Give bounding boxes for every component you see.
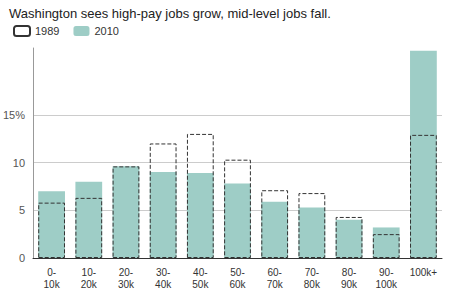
svg-text:20k: 20k — [81, 279, 98, 290]
svg-text:40-: 40- — [193, 267, 207, 278]
svg-text:90k: 90k — [341, 279, 358, 290]
svg-text:70-: 70- — [305, 267, 319, 278]
svg-text:100k+: 100k+ — [410, 267, 438, 278]
svg-text:0: 0 — [19, 252, 25, 264]
svg-text:40k: 40k — [155, 279, 172, 290]
svg-text:20-: 20- — [119, 267, 133, 278]
svg-text:80-: 80- — [342, 267, 356, 278]
svg-text:Washington sees high-pay jobs: Washington sees high-pay jobs grow, mid-… — [9, 6, 331, 21]
svg-text:80k: 80k — [304, 279, 321, 290]
svg-text:100k: 100k — [375, 279, 398, 290]
svg-text:1989: 1989 — [35, 25, 59, 37]
svg-text:10k: 10k — [44, 279, 61, 290]
svg-text:90-: 90- — [379, 267, 393, 278]
svg-text:2010: 2010 — [94, 25, 118, 37]
svg-text:10: 10 — [13, 157, 25, 169]
svg-text:30-: 30- — [156, 267, 170, 278]
svg-text:15%: 15% — [3, 109, 25, 121]
svg-text:50-: 50- — [230, 267, 244, 278]
svg-text:30k: 30k — [118, 279, 135, 290]
svg-text:5: 5 — [19, 204, 25, 216]
svg-text:70k: 70k — [267, 279, 284, 290]
svg-text:60k: 60k — [229, 279, 246, 290]
svg-text:0-: 0- — [47, 267, 56, 278]
svg-text:50k: 50k — [192, 279, 209, 290]
svg-text:10-: 10- — [82, 267, 96, 278]
svg-text:60-: 60- — [267, 267, 281, 278]
